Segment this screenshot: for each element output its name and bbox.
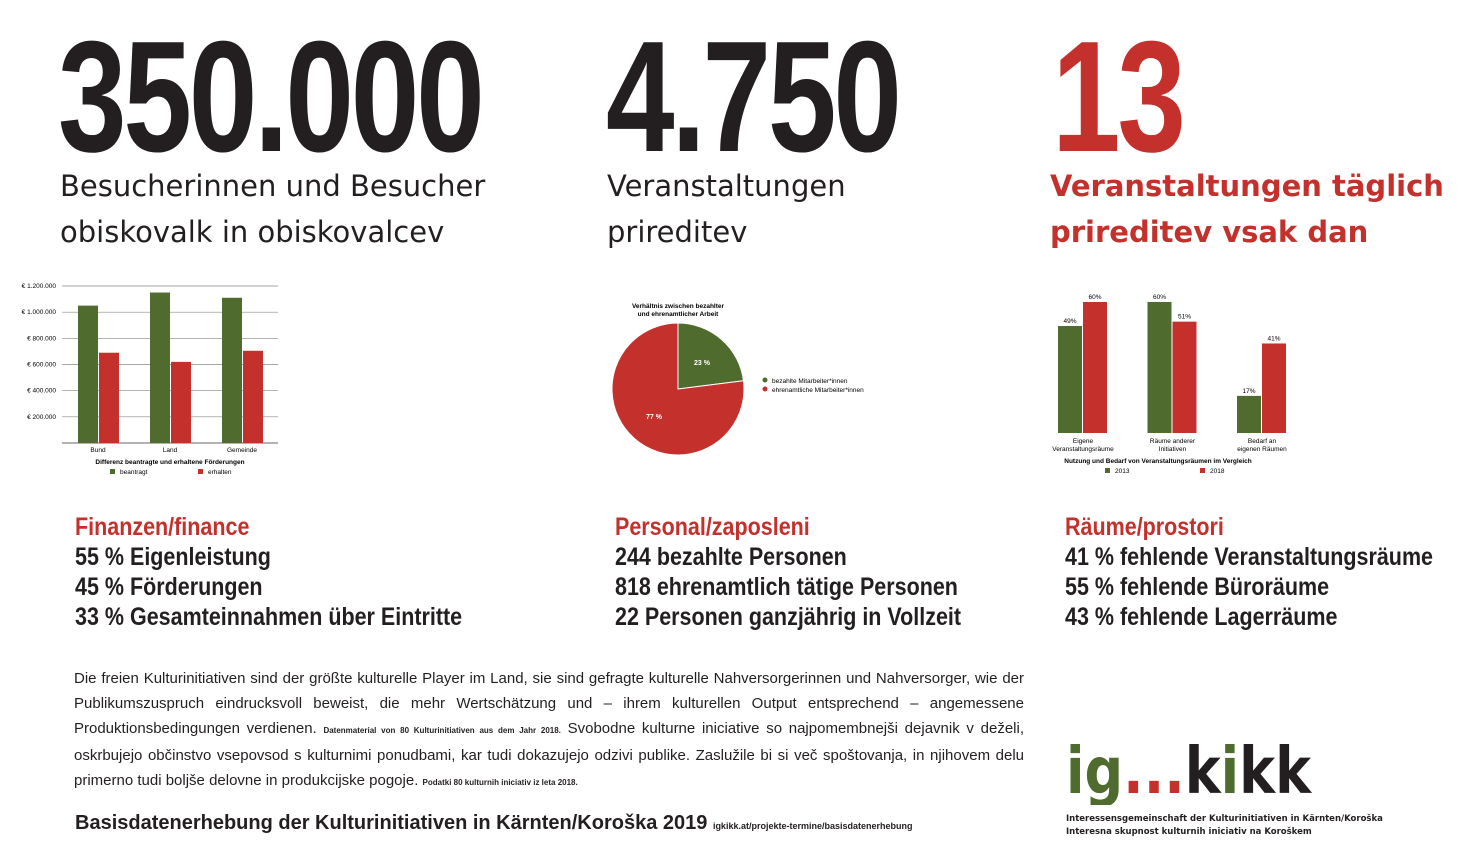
legend-swatch xyxy=(198,469,203,474)
x-tick-label: Eigene xyxy=(1073,438,1094,445)
legend-label: bezahlte Mitarbeiter*innen xyxy=(772,378,848,385)
section-rooms: Räume/prostori 41 % fehlende Veranstaltu… xyxy=(1065,512,1483,632)
data-label: 60% xyxy=(1088,294,1101,301)
section-line: 818 ehrenamtlich tätige Personen xyxy=(615,573,958,601)
logo-line-de: Interessensgemeinschaft der Kulturinitia… xyxy=(1066,814,1383,824)
legend-swatch xyxy=(110,469,115,474)
igkikk-logo-icon: ig...kikk xyxy=(1066,735,1312,809)
data-label: 41% xyxy=(1267,335,1280,342)
y-tick-label: € 200.000 xyxy=(27,414,56,421)
y-tick-label: € 600.000 xyxy=(27,362,56,369)
bar-2018 xyxy=(1083,302,1107,433)
section-line: 55 % fehlende Büroräume xyxy=(1065,573,1330,601)
stat-number-visitors: 350.000 xyxy=(58,9,485,185)
svg-text:ig...kikk: ig...kikk xyxy=(1066,735,1312,805)
section-title: Räume/prostori xyxy=(1065,513,1224,541)
data-label: 17% xyxy=(1242,388,1255,395)
x-tick-label: Veranstaltungsräume xyxy=(1052,446,1114,453)
funding-bar-chart: € 1.200.000 € 1.000.000 € 800.000 € 600.000… xyxy=(22,283,278,476)
data-label: 51% xyxy=(1178,314,1191,321)
section-line: 22 Personen ganzjährig in Vollzeit xyxy=(615,603,962,631)
bar-beantragt xyxy=(150,292,170,443)
bar-erhalten xyxy=(99,352,119,443)
bar-beantragt xyxy=(222,297,242,443)
chart-title: Nutzung und Bedarf von Veranstaltungsräu… xyxy=(1064,458,1251,465)
pie-slice xyxy=(677,322,745,390)
section-line: 55 % Eigenleistung xyxy=(75,543,271,571)
bar-erhalten xyxy=(171,361,191,443)
bar-beantragt xyxy=(78,305,98,443)
legend-label: 2013 xyxy=(1115,468,1130,475)
stat-label-daily: Veranstaltungen täglich prireditev vsak d… xyxy=(1050,169,1444,249)
slice-label: 77 % xyxy=(646,414,663,421)
logo-line-sl: Interesna skupnost kulturnih iniciativ n… xyxy=(1066,827,1312,837)
x-tick-label: Land xyxy=(163,447,178,454)
stat-label-visitors: Besucherinnen und Besucher obiskovalk in … xyxy=(60,169,486,249)
legend-label: ehrenamtliche Mitarbeiter*innen xyxy=(772,387,864,394)
legend-label: erhalten xyxy=(208,469,232,476)
chart-title-line2: und ehrenamtlicher Arbeit xyxy=(638,311,719,318)
x-tick-label: Räume anderer xyxy=(1150,438,1196,445)
source-note-de: Datenmaterial von 80 Kulturinitiativen a… xyxy=(323,726,561,735)
x-tick-label: Initiativen xyxy=(1159,446,1187,453)
data-label: 49% xyxy=(1063,318,1076,325)
legend-swatch xyxy=(1200,468,1205,473)
slice-label: 23 % xyxy=(694,360,711,367)
chart-title-line1: Verhältnis zwischen bezahlter xyxy=(632,303,725,310)
source-note-sl: Podatki 80 kulturnih iniciativ iz leta 2… xyxy=(422,778,578,787)
x-tick-label: eigenen Räumen xyxy=(1237,446,1287,453)
bar-2018 xyxy=(1262,343,1286,433)
section-line: 244 bezahlte Personen xyxy=(615,543,847,571)
legend-label: 2018 xyxy=(1210,468,1225,475)
section-line: 45 % Förderungen xyxy=(75,573,263,601)
bar-2018 xyxy=(1172,321,1197,433)
description-de: Die freien Kulturinitiativen sind der gr… xyxy=(74,670,1024,737)
footer-title: Basisdatenerhebung der Kulturinitiativen… xyxy=(75,812,708,834)
section-title: Finanzen/finance xyxy=(75,513,250,541)
stat-label-events: Veranstaltungen prireditev xyxy=(607,169,846,249)
footer-url[interactable]: igkikk.at/projekte-termine/basisdatenerh… xyxy=(712,821,913,831)
section-finance: Finanzen/finance 55 % Eigenleistung 45 %… xyxy=(75,512,525,632)
legend-swatch xyxy=(1105,468,1110,473)
y-tick-label: € 400.000 xyxy=(27,388,56,395)
stat-number-daily: 13 xyxy=(1052,9,1186,185)
x-tick-label: Bedarf an xyxy=(1248,438,1277,445)
section-title: Personal/zaposleni xyxy=(615,513,810,541)
section-line: 43 % fehlende Lagerräume xyxy=(1065,603,1338,631)
legend-swatch xyxy=(762,386,768,392)
stat-number-events: 4.750 xyxy=(606,9,902,185)
section-line: 33 % Gesamteinnahmen über Eintritte xyxy=(75,603,463,631)
section-staff: Personal/zaposleni 244 bezahlte Personen… xyxy=(615,512,1017,632)
bar-erhalten xyxy=(243,350,263,443)
pie-slice xyxy=(611,322,745,456)
legend-label: beantragt xyxy=(120,469,148,476)
chart-title: Differenz beantragte und erhaltene Förde… xyxy=(95,459,244,466)
description-paragraph: Die freien Kulturinitiativen sind der gr… xyxy=(74,666,1024,795)
description-sl: Svobodne kulturne iniciative so najpomem… xyxy=(74,720,1024,789)
logo: ig...kikk Interessensgemeinschaft der Ku… xyxy=(1066,735,1383,839)
bar-2013 xyxy=(1237,395,1261,433)
bar-2013 xyxy=(1147,302,1172,433)
y-tick-label: € 1.200.000 xyxy=(22,283,57,290)
y-tick-label: € 1.000.000 xyxy=(22,309,57,316)
y-tick-label: € 800.000 xyxy=(27,335,56,342)
bar-2013 xyxy=(1058,326,1082,433)
footer: Basisdatenerhebung der Kulturinitiativen… xyxy=(75,812,913,835)
x-tick-label: Bund xyxy=(90,447,106,454)
data-label: 60% xyxy=(1153,294,1166,301)
legend-swatch xyxy=(762,377,768,383)
section-line: 41 % fehlende Veranstaltungsräume xyxy=(1065,543,1434,571)
x-tick-label: Gemeinde xyxy=(227,447,257,454)
